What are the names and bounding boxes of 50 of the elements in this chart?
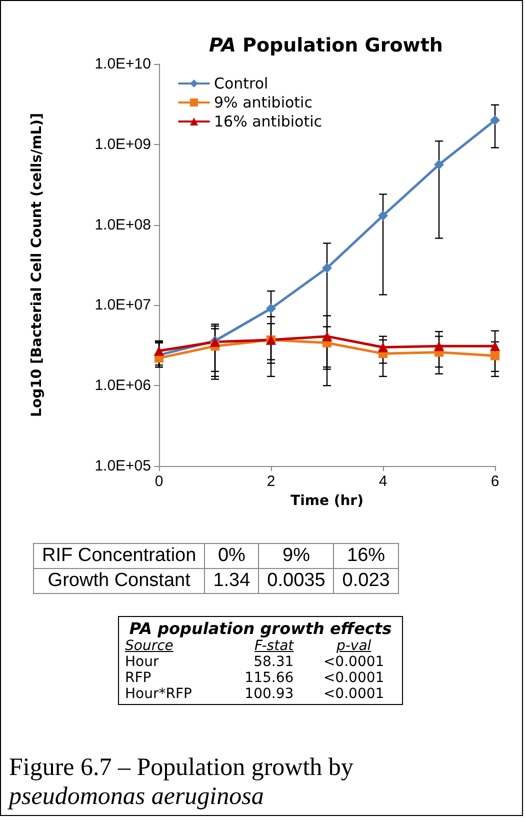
x-tick-label: 2 <box>266 473 276 490</box>
text: 115.66 <box>244 670 295 686</box>
point <box>154 346 164 356</box>
point <box>490 351 500 360</box>
legend-label: 9% antibiotic <box>214 94 312 112</box>
legend-label: 16% antibiotic <box>214 112 322 130</box>
y-tick-label: 1.0E+08 <box>94 216 151 234</box>
text: Hour*RFP <box>125 686 193 702</box>
text: Growth Constant <box>34 568 205 594</box>
chart-title: PA Population Growth <box>209 34 443 56</box>
y-tick-label: 1.0E+06 <box>94 377 151 394</box>
text: 58.31 <box>252 654 295 670</box>
text: F-stat <box>253 638 295 654</box>
caption: Figure 6.7 – Population growth by <box>9 753 354 782</box>
x-tick-label: 0 <box>154 473 164 490</box>
text: 1.34 <box>204 568 259 594</box>
x-tick-label: 4 <box>378 473 388 490</box>
y-tick-label: 1.0E+05 <box>94 458 151 474</box>
text: 9% <box>258 544 334 568</box>
text: pseudomonas aeruginosa <box>9 782 265 811</box>
text: 0% <box>204 544 259 568</box>
text: PA population growth effects <box>128 619 393 638</box>
point <box>322 263 332 274</box>
point <box>490 341 500 352</box>
point <box>434 160 444 170</box>
x-axis-title: Time (hr) <box>290 492 364 509</box>
text: <0.0001 <box>322 686 386 702</box>
x-tick-label: 6 <box>490 473 500 490</box>
y-tick-label: 1.0E+09 <box>94 136 151 153</box>
text: Source <box>125 638 174 654</box>
point <box>322 331 332 342</box>
y-tick-label: 1.0E+07 <box>94 296 151 314</box>
y-axis-title: Log10 [Bacterial Cell Count (cells/mL)] <box>29 113 45 417</box>
text: Hour <box>125 654 160 670</box>
point <box>378 342 388 352</box>
text: <0.0001 <box>322 654 386 670</box>
text: 0.023 <box>334 568 398 594</box>
text: 16% <box>334 544 398 568</box>
point <box>266 303 276 314</box>
legend-label: Control <box>214 74 268 92</box>
text: <0.0001 <box>322 670 386 686</box>
text: 100.93 <box>244 686 295 702</box>
text: p-val <box>335 638 372 654</box>
point <box>434 341 444 352</box>
point <box>378 210 388 221</box>
point <box>490 115 500 126</box>
text: RFP <box>125 670 152 686</box>
text: RIF Concentration <box>34 544 205 568</box>
y-tick-label: 1.0E+10 <box>94 56 151 72</box>
text: 0.0035 <box>258 568 334 594</box>
